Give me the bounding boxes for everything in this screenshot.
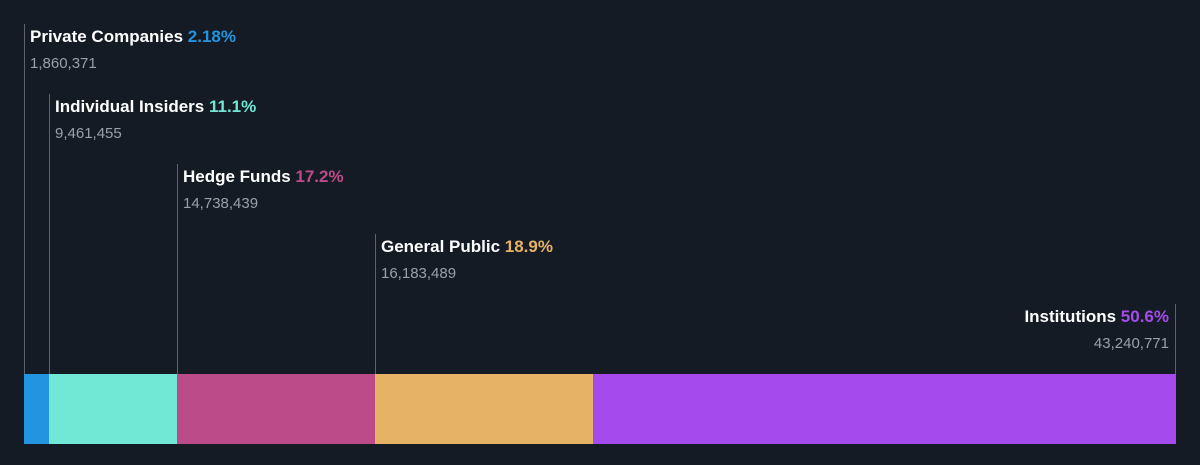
callout-general-public: General Public 18.9% 16,183,489 bbox=[381, 236, 553, 284]
leader-line-general-public bbox=[375, 234, 376, 444]
shares-count: 1,860,371 bbox=[30, 55, 97, 72]
category-label: General Public bbox=[381, 237, 501, 256]
leader-line-private-companies bbox=[24, 24, 25, 444]
callout-private-companies: Private Companies 2.18% 1,860,371 bbox=[30, 26, 236, 74]
ownership-bar bbox=[24, 374, 1176, 444]
bar-segment-individual-insiders bbox=[49, 374, 177, 444]
percent-label: 18.9% bbox=[500, 237, 553, 256]
category-label: Institutions bbox=[1024, 307, 1117, 326]
callout-title: Individual Insiders 11.1% bbox=[55, 96, 256, 118]
category-label: Private Companies bbox=[30, 27, 184, 46]
callout-title: Hedge Funds 17.2% bbox=[183, 166, 344, 188]
bar-segment-hedge-funds bbox=[177, 374, 375, 444]
callout-title: Private Companies 2.18% bbox=[30, 26, 236, 48]
callout-title: Institutions 50.6% bbox=[1024, 306, 1169, 328]
percent-label: 50.6% bbox=[1116, 307, 1169, 326]
leader-line-individual-insiders bbox=[49, 94, 50, 444]
callout-institutions: Institutions 50.6% 43,240,771 bbox=[1024, 306, 1169, 354]
callout-title: General Public 18.9% bbox=[381, 236, 553, 258]
percent-label: 17.2% bbox=[290, 167, 344, 186]
leader-line-hedge-funds bbox=[177, 164, 178, 444]
category-label: Hedge Funds bbox=[183, 167, 291, 186]
category-label: Individual Insiders bbox=[55, 97, 205, 116]
callout-individual-insiders: Individual Insiders 11.1% 9,461,455 bbox=[55, 96, 256, 144]
shares-count: 43,240,771 bbox=[1093, 335, 1169, 352]
shares-count: 9,461,455 bbox=[55, 125, 122, 142]
bar-segment-general-public bbox=[375, 374, 593, 444]
shares-count: 14,738,439 bbox=[183, 195, 259, 212]
percent-label: 11.1% bbox=[204, 97, 257, 116]
bar-segment-private-companies bbox=[24, 374, 49, 444]
callout-hedge-funds: Hedge Funds 17.2% 14,738,439 bbox=[183, 166, 344, 214]
bar-segment-institutions bbox=[593, 374, 1176, 444]
percent-label: 2.18% bbox=[183, 27, 236, 46]
shares-count: 16,183,489 bbox=[381, 265, 457, 282]
